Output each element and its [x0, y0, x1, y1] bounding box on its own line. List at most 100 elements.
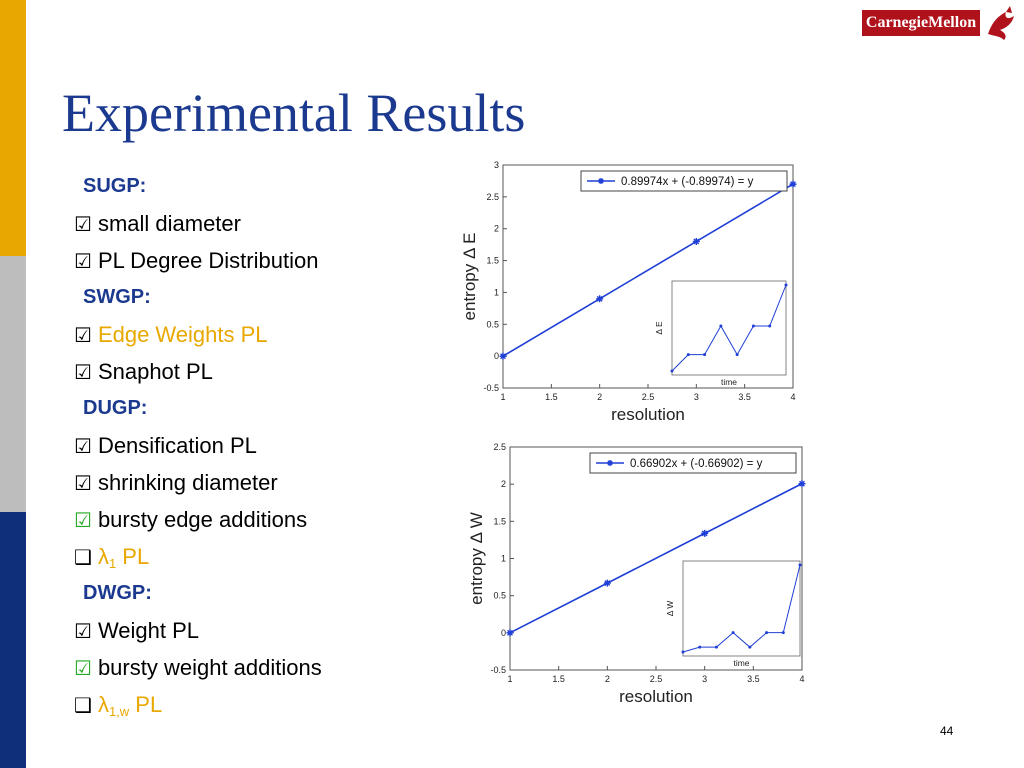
- section-heading: SUGP:: [83, 175, 147, 197]
- accent-stripe-gold: [0, 0, 26, 256]
- x-tick-label: 3.5: [747, 674, 760, 684]
- checked-box-icon: ☑: [74, 249, 92, 273]
- section-heading: DUGP:: [83, 397, 148, 419]
- legend-label: 0.89974x + (-0.89974) = y: [621, 176, 754, 188]
- list-item-label: bursty edge additions: [98, 507, 307, 532]
- inset-data-point: [681, 650, 685, 654]
- list-item-text: Weight PL: [97, 618, 200, 643]
- y-tick-label: -0.5: [483, 383, 499, 393]
- list-item: ☑ shrinking diameter: [74, 464, 414, 501]
- list-item-text: λ: [97, 692, 109, 717]
- legend-label: 0.66902x + (-0.66902) = y: [630, 458, 763, 470]
- list-item-label: Snaphot PL: [98, 359, 213, 384]
- accent-stripe-gray: [0, 256, 26, 512]
- list-item: ☑ Snaphot PL: [74, 353, 414, 390]
- x-tick-label: 2.5: [650, 674, 663, 684]
- x-tick-label: 1.5: [552, 674, 565, 684]
- x-tick-label: 3: [702, 674, 707, 684]
- inset-data-point: [698, 645, 702, 649]
- y-tick-label: 1.5: [493, 516, 506, 526]
- data-point: [506, 629, 514, 637]
- list-item-text: bursty weight additions: [97, 655, 322, 680]
- unchecked-box-icon: ❑: [74, 545, 92, 569]
- x-tick-label: 2: [605, 674, 610, 684]
- checked-box-icon: ☑: [74, 619, 92, 643]
- inset-data-point: [670, 369, 674, 373]
- checked-box-icon: ☑: [74, 360, 92, 384]
- list-item-text: Densification PL: [97, 433, 257, 458]
- list-item: ☑ Weight PL: [74, 612, 414, 649]
- list-item-text: small diameter: [97, 211, 241, 236]
- inset-plot-area: [671, 280, 787, 376]
- legend-box: [580, 170, 788, 192]
- y-tick-label: 2.5: [493, 442, 506, 452]
- list-item-label: Weight PL: [98, 618, 199, 643]
- series-line: [509, 482, 803, 634]
- university-logo: CarnegieMellon: [862, 10, 980, 36]
- x-axis-label: resolution: [611, 405, 685, 424]
- list-item-suffix: PL: [129, 692, 163, 717]
- list-item: ☑ small diameter: [74, 205, 414, 242]
- y-axis-label: entropy Δ W: [467, 512, 486, 605]
- legend-box: [589, 452, 797, 474]
- checked-box-icon: ☑: [74, 323, 92, 347]
- inset-data-point: [781, 631, 785, 635]
- y-tick-label: 0: [501, 628, 506, 638]
- list-item-text: Edge Weights PL: [97, 322, 268, 347]
- x-tick-label: 3: [694, 392, 699, 402]
- data-point: [692, 237, 700, 245]
- x-tick-label: 1: [507, 674, 512, 684]
- data-point: [596, 295, 604, 303]
- list-item-label: PL Degree Distribution: [98, 248, 319, 273]
- section-heading: SWGP:: [83, 286, 151, 308]
- inset-data-point: [798, 563, 802, 567]
- entropy-e-chart: 1 1.5 2 2.5 3 3.5 4 -0.5 0 0.5 1 1.5 2 2.5 3 resolution…: [450, 155, 810, 430]
- y-tick-label: 1: [501, 554, 506, 564]
- inset-series-line: [671, 284, 787, 372]
- results-checklist: SUGP: ☑ small diameter ☑ PL Degree Distribut…: [74, 168, 414, 723]
- inset-data-point: [751, 324, 755, 328]
- list-item: ❑ λ1,w PL: [74, 686, 414, 723]
- inset-x-axis-label: time: [733, 658, 749, 668]
- x-tick-label: 4: [799, 674, 804, 684]
- y-tick-label: 1: [494, 287, 499, 297]
- x-tick-label: 1: [500, 392, 505, 402]
- inset-x-axis-label: time: [721, 377, 737, 387]
- list-item-text: Snaphot PL: [97, 359, 213, 384]
- inset-data-point: [686, 353, 690, 357]
- inset-data-point: [768, 324, 772, 328]
- list-item: ☑ Densification PL: [74, 427, 414, 464]
- accent-stripe-navy: [0, 512, 26, 768]
- data-point: [603, 579, 611, 587]
- y-tick-label: 2.5: [486, 192, 499, 202]
- y-tick-label: 1.5: [486, 256, 499, 266]
- entropy-w-chart: 1 1.5 2 2.5 3 3.5 4 -0.5 0 0.5 1 1.5 2 2.5 resolution e…: [450, 437, 820, 712]
- list-item-text: λ: [97, 544, 109, 569]
- list-item: ☑ bursty edge additions: [74, 501, 414, 538]
- checked-box-icon: ☑: [74, 508, 92, 532]
- legend-marker: [598, 178, 604, 184]
- list-item-label: Densification PL: [98, 433, 257, 458]
- data-point: [499, 352, 507, 360]
- x-axis-label: resolution: [619, 687, 693, 706]
- unchecked-box-icon: ❑: [74, 693, 92, 717]
- inset-data-point: [719, 324, 723, 328]
- y-tick-label: 2: [501, 479, 506, 489]
- inset-data-point: [714, 645, 718, 649]
- inset-data-point: [731, 631, 735, 635]
- subscript: 1,w: [108, 704, 130, 719]
- inset-data-point: [748, 645, 752, 649]
- list-item: ☑ PL Degree Distribution: [74, 242, 414, 279]
- inset-y-axis-label: Δ E: [654, 321, 664, 335]
- checked-box-icon: ☑: [74, 434, 92, 458]
- list-item-suffix: PL: [116, 544, 150, 569]
- list-item: ☑ bursty weight additions: [74, 649, 414, 686]
- page-number: 44: [940, 724, 954, 738]
- list-item: ❑ λ1 PL: [74, 538, 414, 575]
- list-item-text: bursty edge additions: [97, 507, 308, 532]
- checked-box-icon: ☑: [74, 471, 92, 495]
- subscript: 1: [108, 556, 117, 571]
- inset-series-line: [682, 564, 801, 653]
- inset-y-axis-label: Δ W: [665, 601, 675, 617]
- checked-box-icon: ☑: [74, 656, 92, 680]
